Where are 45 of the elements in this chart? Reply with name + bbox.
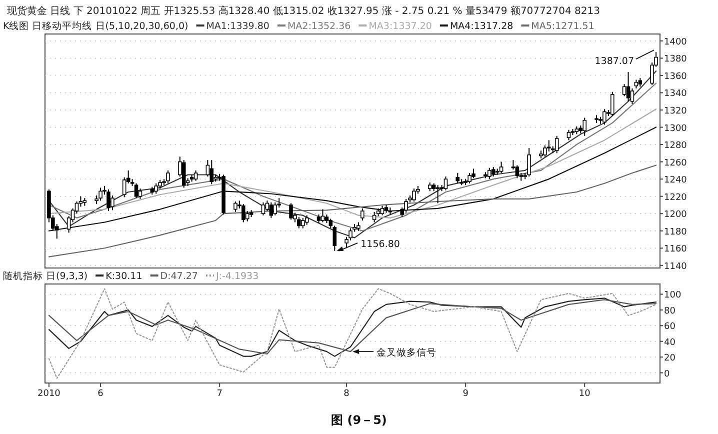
y-tick-label: 1400	[664, 37, 688, 48]
chart-subtitle: 随机指标 日(9,3,3)	[3, 270, 88, 282]
y-tick-label: 1180	[664, 227, 688, 238]
x-tick-label: 9	[462, 389, 469, 399]
annotation: 1156.80	[360, 238, 400, 250]
legend-label: MA1:1339.80	[206, 21, 270, 32]
y-tick-label: 1200	[664, 210, 688, 220]
annotation: 1387.07	[594, 56, 634, 68]
chart-title: 现货黄金 日线 下 20101022 周五 开1325.53 高1328.40 低1315.02 收1327.95 涨 - 2.75 0.21 % 量53479 额70772704 8213	[7, 5, 600, 17]
y-tick-label: 80	[664, 306, 676, 316]
legend-label: MA4:1317.28	[450, 21, 514, 32]
line-series	[48, 288, 657, 379]
y-tick-label: 1300	[664, 124, 688, 134]
y-tick-label: 40	[664, 338, 676, 348]
y-tick-label: 1160	[664, 244, 688, 255]
y-tick-label: 1140	[664, 262, 688, 272]
text: 图 (9－5)	[331, 413, 387, 427]
legend-label: MA2:1352.36	[287, 21, 351, 32]
annotation: 金叉做多信号	[376, 346, 437, 359]
line-series	[48, 164, 657, 258]
x-tick-label: 6	[98, 389, 104, 399]
y-tick-label: 0	[664, 369, 670, 380]
legend-label: MA5:1271.51	[531, 21, 594, 32]
y-tick-label: 1360	[664, 72, 688, 82]
y-tick-label: 60	[664, 322, 676, 332]
y-tick-label: 1260	[664, 158, 688, 168]
y-tick-label: 1280	[664, 141, 688, 152]
line-series	[48, 126, 657, 232]
x-tick-label: 10	[578, 389, 591, 399]
y-tick-label: 100	[664, 290, 682, 301]
x-tick-label: 7	[216, 389, 222, 399]
y-tick-label: 1240	[664, 176, 688, 186]
y-tick-label: 1380	[664, 54, 688, 65]
y-tick-label: 20	[664, 354, 676, 364]
x-tick-label: 2010	[38, 389, 61, 399]
y-tick-label: 1320	[664, 106, 688, 116]
chart-subtitle: K线图 日移动平均线 日(5,10,20,30,60,0)	[3, 20, 188, 32]
y-tick-label: 1340	[664, 89, 688, 100]
legend-label: K:30.11	[106, 271, 142, 282]
legend-label: J:-4.1933	[214, 271, 259, 282]
y-tick-label: 1220	[664, 192, 688, 203]
legend-label: MA3:1337.20	[368, 21, 432, 32]
x-tick-label: 8	[344, 389, 350, 399]
line-series	[48, 108, 657, 218]
legend-label: D:47.27	[160, 271, 198, 282]
